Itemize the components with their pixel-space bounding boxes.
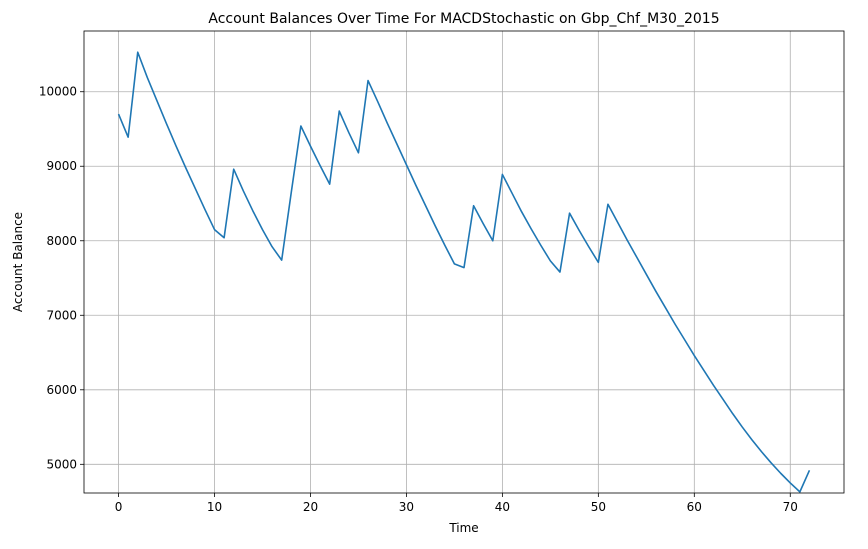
y-tick-label: 5000 xyxy=(46,457,77,471)
x-axis-label: Time xyxy=(448,521,478,535)
series-layer xyxy=(117,51,811,493)
y-tick-label: 7000 xyxy=(46,308,77,322)
x-tick-label: 70 xyxy=(783,500,798,514)
y-axis: 5000 6000 7000 8000 9000 10000 xyxy=(39,85,84,471)
y-tick-label: 10000 xyxy=(39,85,77,99)
x-axis: 0 10 20 30 40 50 60 70 xyxy=(115,493,798,514)
chart-title: Account Balances Over Time For MACDStoch… xyxy=(208,11,719,27)
account-balance-line xyxy=(117,51,811,493)
x-tick-label: 60 xyxy=(687,500,702,514)
y-axis-label: Account Balance xyxy=(11,212,25,312)
y-tick-label: 6000 xyxy=(46,383,77,397)
y-tick-label: 9000 xyxy=(46,159,77,173)
x-tick-label: 10 xyxy=(207,500,222,514)
y-tick-label: 8000 xyxy=(46,234,77,248)
x-tick-label: 40 xyxy=(495,500,510,514)
x-tick-label: 0 xyxy=(115,500,123,514)
x-tick-label: 20 xyxy=(303,500,318,514)
plot-frame xyxy=(83,30,845,494)
x-tick-label: 30 xyxy=(399,500,414,514)
x-tick-label: 50 xyxy=(591,500,606,514)
